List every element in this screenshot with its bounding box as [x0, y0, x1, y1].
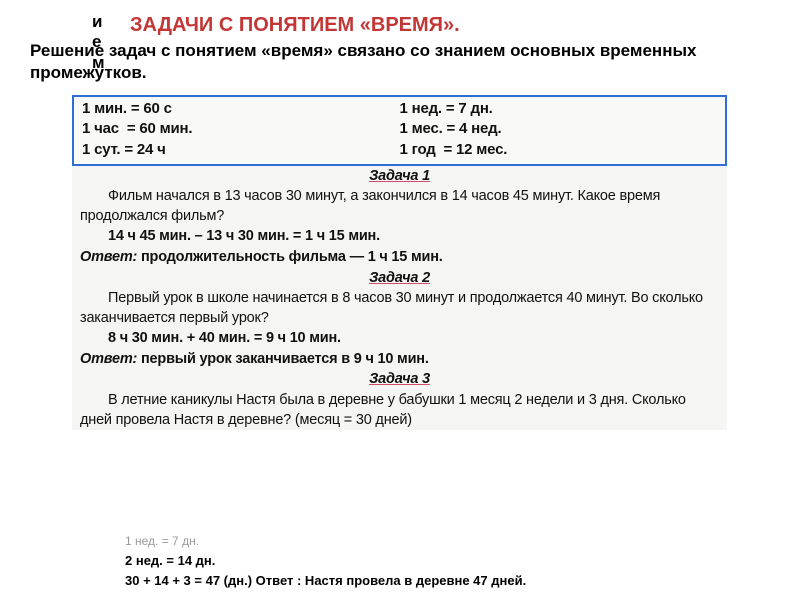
unit-row: 1 сут. = 24 ч [82, 140, 400, 160]
footer-line-2: 30 + 14 + 3 = 47 (дн.) Ответ : Настя про… [125, 571, 526, 591]
footer-cutoff-line: 1 нед. = 7 дн. [125, 532, 526, 551]
page-title: ЗАДАЧИ С ПОНЯТИЕМ «ВРЕМЯ». [130, 14, 460, 37]
unit-row: 1 час = 60 мин. [82, 119, 400, 139]
answer-text: первый урок заканчивается в 9 ч 10 мин. [141, 351, 429, 367]
task1-calc: 14 ч 45 мин. – 13 ч 30 мин. = 1 ч 15 мин… [72, 227, 727, 247]
task3-title: Задача 3 [72, 370, 727, 390]
task2-text: Первый урок в школе начинается в 8 часов… [72, 289, 727, 328]
answer-label: Ответ: [80, 249, 137, 265]
vert-c1: и [92, 12, 106, 32]
answer-label: Ответ: [80, 351, 137, 367]
time-units-right: 1 нед. = 7 дн. 1 мес. = 4 нед. 1 год = 1… [400, 99, 718, 160]
task1-title: Задача 1 [72, 167, 727, 187]
unit-row: 1 мин. = 60 с [82, 99, 400, 119]
textbook-scan: 1 мин. = 60 с 1 час = 60 мин. 1 сут. = 2… [72, 95, 727, 430]
answer-text: продолжительность фильма — 1 ч 15 мин. [141, 249, 443, 265]
unit-row: 1 мес. = 4 нед. [400, 119, 718, 139]
time-units-box: 1 мин. = 60 с 1 час = 60 мин. 1 сут. = 2… [72, 95, 727, 166]
intro-paragraph: Решение задач с понятием «время» связано… [30, 40, 750, 84]
task1-answer: Ответ: продолжительность фильма — 1 ч 15… [72, 248, 727, 268]
task2-calc: 8 ч 30 мин. + 40 мин. = 9 ч 10 мин. [72, 329, 727, 349]
task2-title: Задача 2 [72, 269, 727, 289]
footer-line-1: 2 нед. = 14 дн. [125, 551, 526, 571]
task3-text: В летние каникулы Настя была в деревне у… [72, 391, 727, 430]
unit-row: 1 год = 12 мес. [400, 140, 718, 160]
task2-answer: Ответ: первый урок заканчивается в 9 ч 1… [72, 350, 727, 370]
task1-text: Фильм начался в 13 часов 30 минут, а зак… [72, 187, 727, 226]
time-units-left: 1 мин. = 60 с 1 час = 60 мин. 1 сут. = 2… [82, 99, 400, 160]
unit-row: 1 нед. = 7 дн. [400, 99, 718, 119]
solution-footer: 1 нед. = 7 дн. 2 нед. = 14 дн. 30 + 14 +… [125, 532, 526, 591]
